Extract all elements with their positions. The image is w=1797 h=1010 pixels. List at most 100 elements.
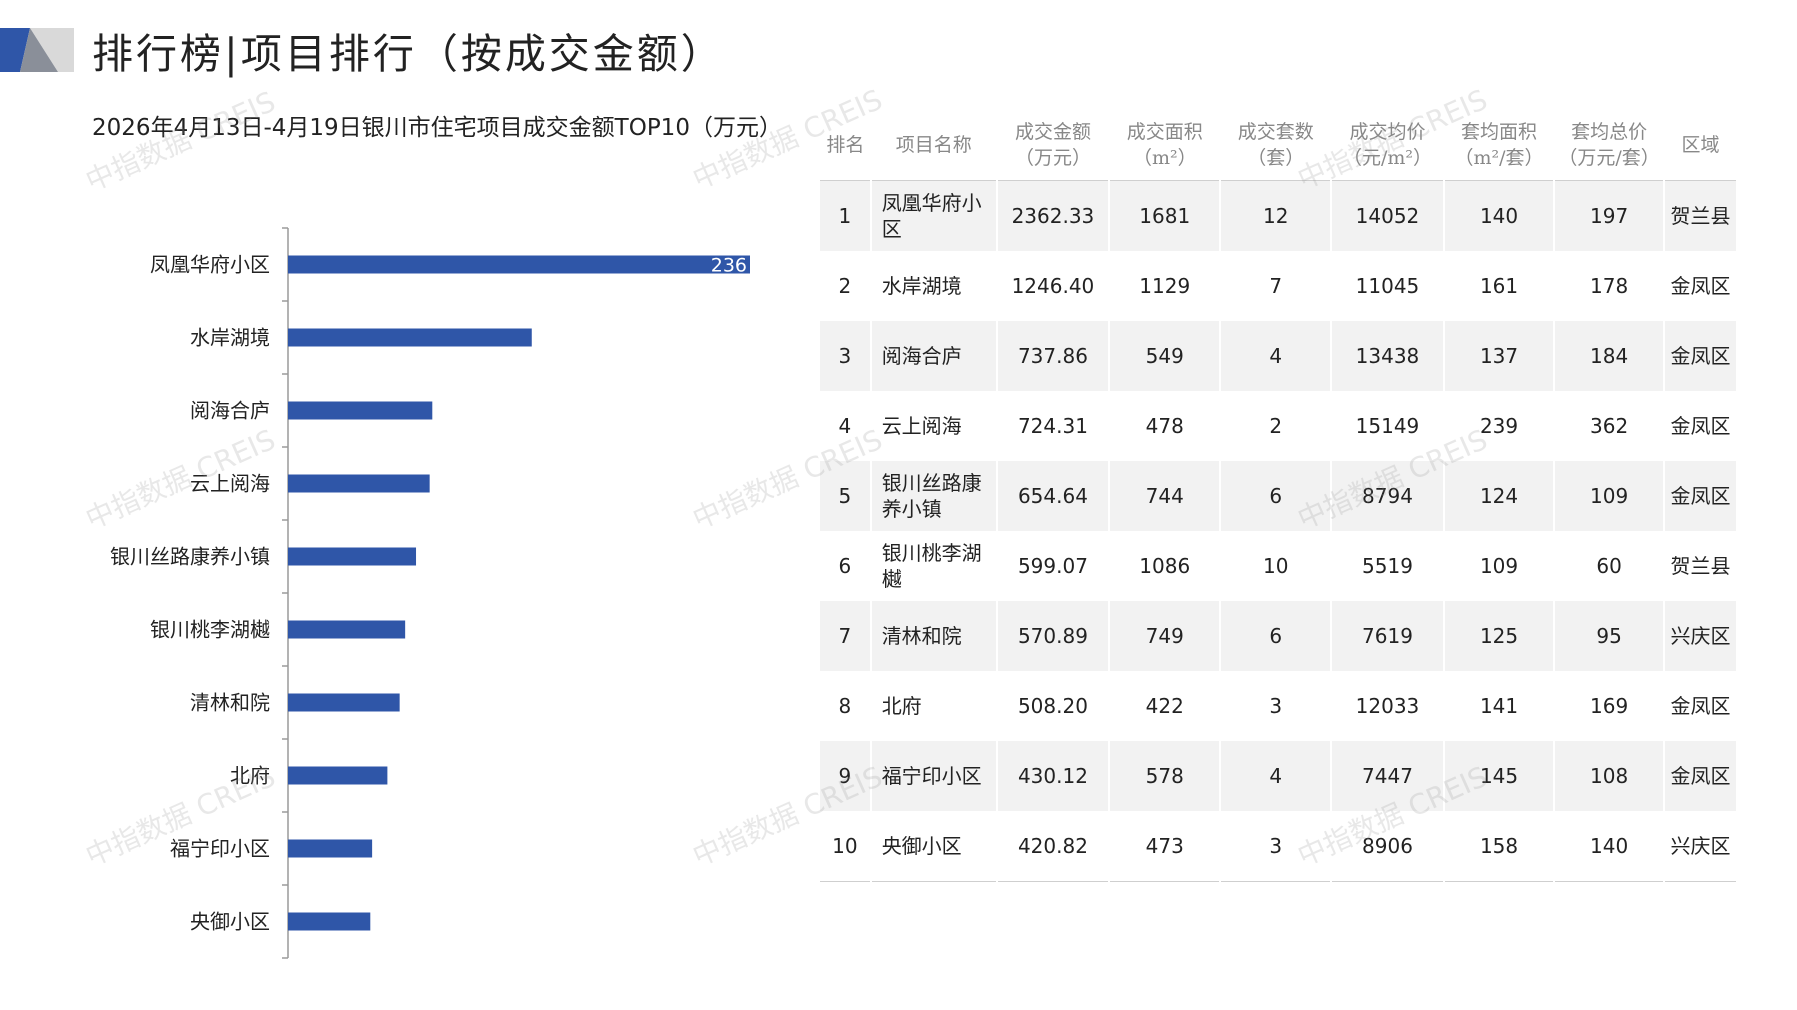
cell-units: 12 bbox=[1220, 180, 1333, 251]
cell-avg-total: 169 bbox=[1554, 671, 1665, 741]
cell-avg-price: 7447 bbox=[1331, 741, 1445, 811]
cell-rank: 4 bbox=[820, 391, 872, 461]
category-label: 银川丝路康养小镇 bbox=[110, 545, 270, 569]
cell-district: 金凤区 bbox=[1663, 741, 1739, 811]
table-row: 8 北府 508.20 422 3 12033 141 169 金凤区 bbox=[820, 671, 1739, 741]
cell-rank: 10 bbox=[820, 811, 872, 882]
category-label: 水岸湖境 bbox=[190, 326, 270, 350]
bar bbox=[288, 839, 373, 858]
bar bbox=[288, 547, 417, 566]
cell-avg-area: 109 bbox=[1443, 531, 1556, 601]
cell-avg-price: 13438 bbox=[1331, 321, 1445, 391]
cell-avg-area: 158 bbox=[1443, 811, 1556, 882]
header-area-size: 成交面积 （m²） bbox=[1109, 110, 1221, 181]
category-label: 凤凰华府小区 bbox=[150, 253, 270, 277]
cell-project: 福宁印小区 bbox=[870, 741, 998, 811]
header-avg-area: 套均面积 （m²/套） bbox=[1443, 110, 1555, 181]
cell-amount: 654.64 bbox=[996, 461, 1111, 531]
header-units: 成交套数 （套） bbox=[1220, 110, 1332, 181]
cell-avg-price: 8794 bbox=[1331, 461, 1445, 531]
brand-logo bbox=[0, 28, 74, 72]
cell-rank: 8 bbox=[820, 671, 872, 741]
cell-district: 贺兰县 bbox=[1663, 180, 1739, 251]
cell-area-size: 749 bbox=[1109, 601, 1222, 671]
header-rank: 排名 bbox=[820, 110, 871, 181]
cell-area-size: 578 bbox=[1109, 741, 1222, 811]
cell-amount: 737.86 bbox=[996, 321, 1111, 391]
cell-units: 2 bbox=[1220, 391, 1333, 461]
category-label: 央御小区 bbox=[190, 910, 270, 934]
cell-district: 金凤区 bbox=[1663, 391, 1739, 461]
cell-project: 阅海合庐 bbox=[870, 321, 998, 391]
cell-amount: 599.07 bbox=[996, 531, 1111, 601]
cell-district: 金凤区 bbox=[1663, 461, 1739, 531]
table-row: 3 阅海合庐 737.86 549 4 13438 137 184 金凤区 bbox=[820, 321, 1739, 391]
table-row: 2 水岸湖境 1246.40 1129 7 11045 161 178 金凤区 bbox=[820, 251, 1739, 321]
cell-units: 6 bbox=[1220, 601, 1333, 671]
cell-rank: 7 bbox=[820, 601, 872, 671]
table-body: 1 凤凰华府小区 2362.33 1681 12 14052 140 197 贺兰县 2 水岸湖境 1… bbox=[820, 180, 1739, 882]
cell-avg-area: 161 bbox=[1443, 251, 1556, 321]
cell-rank: 1 bbox=[820, 180, 872, 251]
header-avg-total: 套均总价 （万元/套） bbox=[1554, 110, 1664, 181]
header-amount: 成交金额 （万元） bbox=[996, 110, 1110, 181]
cell-rank: 5 bbox=[820, 461, 872, 531]
bar bbox=[288, 474, 430, 493]
category-label: 北府 bbox=[230, 764, 270, 788]
cell-avg-total: 95 bbox=[1554, 601, 1665, 671]
cell-district: 兴庆区 bbox=[1663, 601, 1739, 671]
ranking-table: 排名 项目名称 成交金额 （万元） 成交面积 （m²） 成交套数 （套） 成交均价 （元/m²）套… bbox=[820, 110, 1739, 882]
cell-avg-price: 5519 bbox=[1331, 531, 1445, 601]
cell-avg-price: 15149 bbox=[1331, 391, 1445, 461]
cell-project: 凤凰华府小区 bbox=[870, 180, 998, 251]
table-row: 5 银川丝路康养小镇 654.64 744 6 8794 124 109 金凤区 bbox=[820, 461, 1739, 531]
cell-rank: 3 bbox=[820, 321, 872, 391]
cell-amount: 724.31 bbox=[996, 391, 1111, 461]
cell-area-size: 549 bbox=[1109, 321, 1222, 391]
cell-units: 3 bbox=[1220, 811, 1333, 882]
table-row: 1 凤凰华府小区 2362.33 1681 12 14052 140 197 贺兰县 bbox=[820, 180, 1739, 251]
cell-rank: 9 bbox=[820, 741, 872, 811]
cell-avg-area: 145 bbox=[1443, 741, 1556, 811]
cell-avg-total: 109 bbox=[1554, 461, 1665, 531]
cell-avg-total: 178 bbox=[1554, 251, 1665, 321]
cell-area-size: 473 bbox=[1109, 811, 1222, 882]
bar bbox=[288, 693, 400, 712]
category-label: 云上阅海 bbox=[190, 472, 270, 496]
header-district: 区域 bbox=[1663, 110, 1737, 181]
cell-project: 清林和院 bbox=[870, 601, 998, 671]
page-title: 排行榜|项目排行（按成交金额） bbox=[92, 30, 725, 78]
bar bbox=[288, 766, 388, 785]
cell-avg-area: 141 bbox=[1443, 671, 1556, 741]
cell-rank: 2 bbox=[820, 251, 872, 321]
cell-avg-price: 12033 bbox=[1331, 671, 1445, 741]
cell-district: 兴庆区 bbox=[1663, 811, 1739, 882]
cell-avg-total: 140 bbox=[1554, 811, 1665, 882]
bar bbox=[288, 255, 750, 274]
cell-avg-price: 8906 bbox=[1331, 811, 1445, 882]
cell-area-size: 744 bbox=[1109, 461, 1222, 531]
cell-amount: 430.12 bbox=[996, 741, 1111, 811]
cell-amount: 1246.40 bbox=[996, 251, 1111, 321]
category-label: 福宁印小区 bbox=[170, 837, 270, 861]
bar-chart: 凤凰华府小区 236 水岸湖境阅海合庐云上阅海银川丝路康养小镇银川桃李湖樾清林和院北… bbox=[110, 227, 750, 959]
cell-avg-area: 124 bbox=[1443, 461, 1556, 531]
cell-project: 银川丝路康养小镇 bbox=[870, 461, 998, 531]
table-row: 10 央御小区 420.82 473 3 8906 158 140 兴庆区 bbox=[820, 811, 1739, 882]
header-project: 项目名称 bbox=[870, 110, 997, 181]
table-row: 9 福宁印小区 430.12 578 4 7447 145 108 金凤区 bbox=[820, 741, 1739, 811]
cell-avg-total: 184 bbox=[1554, 321, 1665, 391]
cell-area-size: 422 bbox=[1109, 671, 1222, 741]
cell-avg-total: 362 bbox=[1554, 391, 1665, 461]
cell-avg-total: 108 bbox=[1554, 741, 1665, 811]
cell-avg-price: 7619 bbox=[1331, 601, 1445, 671]
category-label: 阅海合庐 bbox=[190, 399, 270, 423]
bar bbox=[288, 328, 532, 347]
cell-project: 北府 bbox=[870, 671, 998, 741]
cell-avg-area: 239 bbox=[1443, 391, 1556, 461]
category-label: 清林和院 bbox=[190, 691, 270, 715]
cell-area-size: 1129 bbox=[1109, 251, 1222, 321]
chart-title: 2026年4月13日-4月19日银川市住宅项目成交金额TOP10（万元） bbox=[92, 115, 782, 141]
bar bbox=[288, 912, 371, 931]
cell-units: 10 bbox=[1220, 531, 1333, 601]
